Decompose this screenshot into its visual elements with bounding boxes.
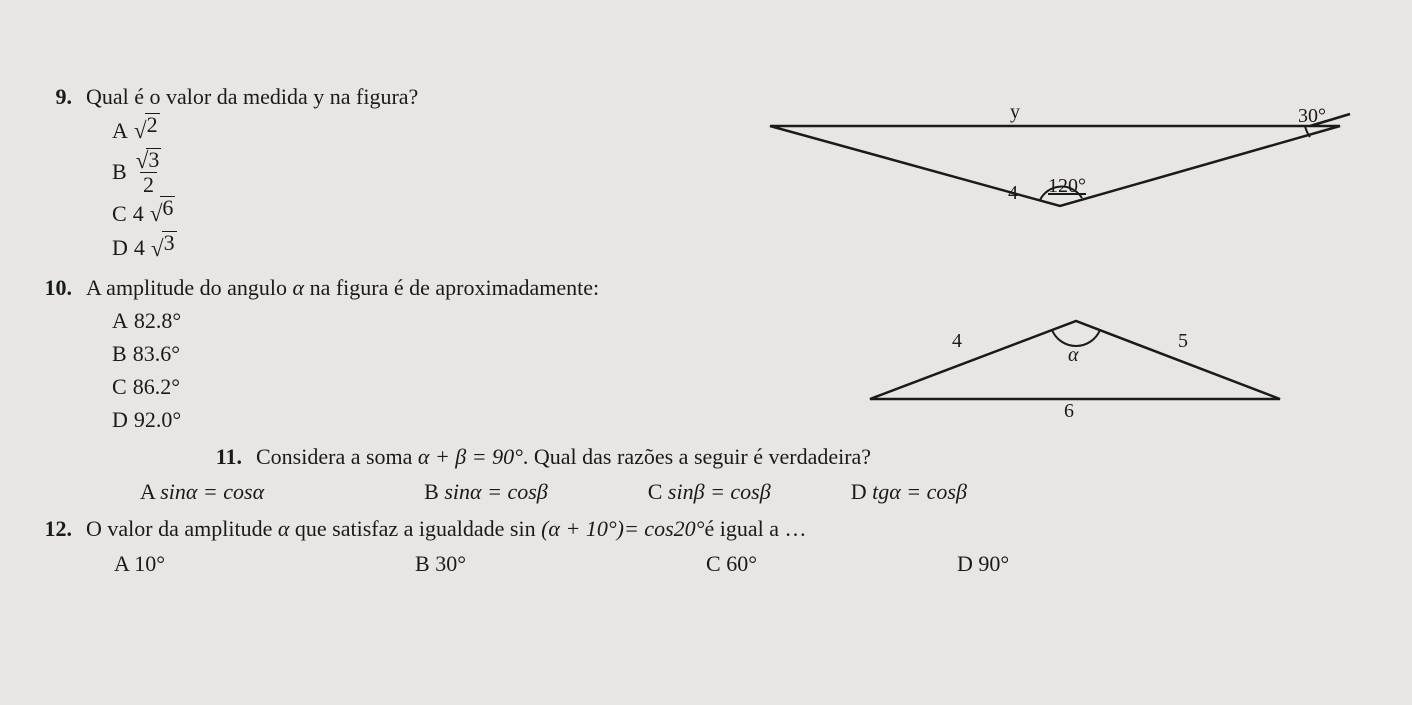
option-letter: B [424,479,439,504]
question-9: 9. Qual é o valor da medida y na figura?… [30,80,1382,265]
option-letter: D [851,479,867,504]
option-text: 82.8° [134,304,181,337]
alpha-symbol: α [293,275,305,300]
option-letter: D [957,551,973,576]
question-number: 9. [30,80,86,265]
question-number: 11. [200,440,256,473]
radicand: 2 [145,113,160,136]
option-text: 86.2° [133,370,180,403]
equation: α + β = 90° [418,444,523,469]
question-11: 11. Considera a soma α + β = 90°. Qual d… [200,440,1382,473]
option-letter: C [112,370,127,403]
option-d: D 4√3 [112,231,1382,266]
options-row-q12: A 10° B 30° C 60° D 90° [114,547,1382,580]
option-letter: C [112,197,127,230]
question-number: 12. [30,512,86,580]
svg-text:4: 4 [1008,182,1018,204]
option-b: B sinα = cosβ [424,475,548,508]
question-body: O valor da amplitude α que satisfaz a ig… [86,512,1382,580]
svg-text:120°: 120° [1048,175,1086,197]
option-letter: D [112,403,128,436]
svg-text:y: y [1010,101,1020,123]
equation: (α + 10°)= cos20° [541,516,704,541]
option-text: 92.0° [134,403,181,436]
question-prompt: Considera a soma α + β = 90°. Qual das r… [256,440,1382,473]
svg-text:α: α [1068,344,1079,366]
option-text: 60° [726,551,757,576]
svg-text:4: 4 [952,330,962,352]
option-text: 30° [435,551,466,576]
option-letter: C [706,551,721,576]
option-text: 90° [978,551,1009,576]
question-number: 10. [30,271,86,436]
option-c: C sinβ = cosβ [648,475,771,508]
option-letter: A [112,114,128,147]
option-letter: B [112,337,127,370]
option-a: A sinα = cosα [140,475,264,508]
option-letter: A [140,479,155,504]
svg-text:5: 5 [1178,330,1188,352]
sqrt-icon: √2 [134,113,160,148]
option-letter: D [112,231,128,264]
option-text: 10° [134,551,165,576]
sqrt-icon: √3 [136,148,162,172]
option-d: D 90° [957,547,1009,580]
option-b: B 30° [415,547,466,580]
option-text: 83.6° [133,337,180,370]
options-row-q11: A sinα = cosα B sinα = cosβ C sinβ = cos… [140,475,1382,508]
option-letter: A [112,304,128,337]
sqrt-icon: √6 [150,196,176,231]
fraction: √3 2 [133,148,165,196]
question-10: 10. A amplitude do angulo α na figura é … [30,271,1382,436]
figure-q10: 4 5 6 α [840,299,1320,428]
alpha-symbol: α [278,516,290,541]
option-letter: B [415,551,430,576]
sqrt-icon: √3 [151,231,177,266]
radicand: 6 [160,196,175,219]
question-prompt: O valor da amplitude α que satisfaz a ig… [86,512,1382,545]
svg-text:6: 6 [1064,400,1074,419]
question-body: Considera a soma α + β = 90°. Qual das r… [256,440,1382,473]
option-d: D tgα = cosβ [851,475,967,508]
option-a: A 10° [114,547,165,580]
radicand: 3 [162,231,177,254]
option-c: C 60° [706,547,757,580]
coefficient: 4 [134,231,145,264]
option-letter: B [112,155,127,188]
figure-q9: y 30° 4 120° [750,96,1370,235]
svg-text:30°: 30° [1298,105,1326,127]
option-letter: C [648,479,663,504]
radicand: 3 [146,148,161,171]
question-12: 12. O valor da amplitude α que satisfaz … [30,512,1382,580]
coefficient: 4 [133,197,144,230]
option-letter: A [114,551,129,576]
denominator: 2 [140,172,157,196]
